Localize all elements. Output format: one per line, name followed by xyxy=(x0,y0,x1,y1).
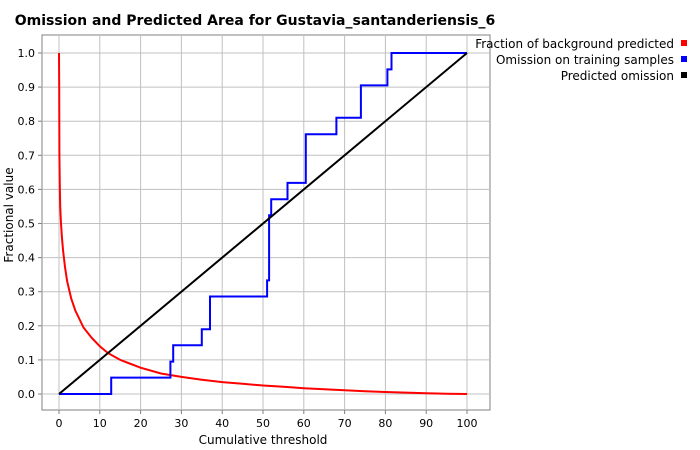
x-tick-label: 0 xyxy=(56,417,63,430)
grid-lines xyxy=(42,35,490,410)
x-tick-label: 50 xyxy=(256,417,270,430)
y-tick-label: 0.0 xyxy=(18,388,36,401)
background-predicted-line xyxy=(58,52,468,395)
legend-swatch xyxy=(681,56,687,62)
x-tick-label: 30 xyxy=(174,417,188,430)
predicted-omission-line xyxy=(58,52,468,395)
x-tick-label: 60 xyxy=(297,417,311,430)
y-axis-ticks: 0.0 0.1 0.2 0.3 0.4 0.5 0.6 0.7 0.8 0.9 1.0 xyxy=(18,47,42,401)
x-tick-label: 40 xyxy=(215,417,229,430)
y-tick-label: 0.9 xyxy=(18,81,36,94)
y-axis-label: Fractional value xyxy=(2,167,16,262)
x-tick-label: 80 xyxy=(378,417,392,430)
legend-swatch xyxy=(681,72,687,78)
training-omission-line xyxy=(59,52,467,395)
y-tick-label: 0.6 xyxy=(18,183,36,196)
plot-area xyxy=(41,34,491,411)
y-tick-label: 0.8 xyxy=(18,115,36,128)
x-tick-label: 10 xyxy=(93,417,107,430)
x-tick-label: 90 xyxy=(419,417,433,430)
x-axis-label: Cumulative threshold xyxy=(199,433,328,447)
chart-title: Omission and Predicted Area for Gustavia… xyxy=(15,13,495,29)
x-axis-ticks: 0 10 20 30 40 50 60 70 80 90 100 xyxy=(56,410,478,430)
y-tick-label: 0.4 xyxy=(18,252,36,265)
x-tick-label: 100 xyxy=(457,417,478,430)
y-tick-label: 1.0 xyxy=(18,47,36,60)
legend: Fraction of background predicted Omission… xyxy=(475,37,687,83)
legend-label: Predicted omission xyxy=(561,69,674,83)
x-tick-label: 70 xyxy=(338,417,352,430)
y-tick-label: 0.3 xyxy=(18,286,36,299)
legend-swatch xyxy=(681,40,687,46)
legend-label: Fraction of background predicted xyxy=(475,37,674,51)
y-tick-label: 0.2 xyxy=(18,320,36,333)
series-lines xyxy=(58,52,468,395)
y-tick-label: 0.5 xyxy=(18,218,36,231)
legend-label: Omission on training samples xyxy=(496,53,674,67)
y-tick-label: 0.7 xyxy=(18,149,36,162)
x-tick-label: 20 xyxy=(134,417,148,430)
y-tick-label: 0.1 xyxy=(18,354,36,367)
